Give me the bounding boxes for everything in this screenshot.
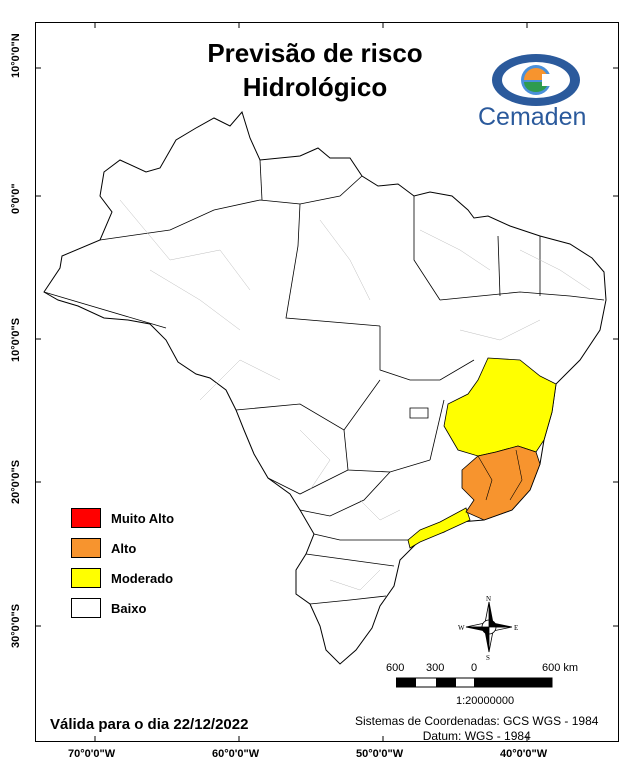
compass-n: N	[486, 595, 491, 603]
legend-swatch	[71, 598, 101, 618]
scale-tick-300: 300	[426, 662, 445, 674]
legend-swatch	[71, 538, 101, 558]
valid-date: Válida para o dia 22/12/2022	[50, 716, 249, 733]
legend-label: Moderado	[111, 571, 174, 586]
map-title: Previsão de risco Hidrológico	[170, 36, 460, 104]
compass-rose-icon: N S W E	[458, 595, 518, 660]
lon-label-40w: 40°0'0"W	[500, 748, 548, 760]
title-line-1: Previsão de risco	[207, 38, 423, 68]
lon-label-60w: 60°0'0"W	[212, 748, 260, 760]
compass-s: S	[486, 654, 490, 660]
legend-label: Muito Alto	[111, 511, 175, 526]
title-line-2: Hidrológico	[242, 72, 388, 102]
risk-area-alto	[461, 445, 541, 521]
lon-label-70w: 70°0'0"W	[68, 748, 116, 760]
scale-tick-0: 0	[471, 662, 478, 674]
coordinate-system: Sistemas de Coordenadas: GCS WGS - 1984	[355, 714, 599, 728]
map-frame	[35, 22, 619, 742]
logo-text: Cemaden	[478, 103, 587, 131]
coordinate-info: Sistemas de Coordenadas: GCS WGS - 1984 …	[355, 714, 598, 744]
legend-label: Alto	[111, 541, 137, 556]
compass-e: E	[514, 624, 518, 632]
compass-w: W	[458, 624, 465, 632]
datum: Datum: WGS - 1984	[422, 729, 531, 743]
lon-label-50w: 50°0'0"W	[356, 748, 404, 760]
scale-tick-600-right: 600 km	[542, 662, 579, 674]
legend-swatch	[71, 568, 101, 588]
scale-tick-600-left: 600	[386, 662, 405, 674]
legend-label: Baixo	[111, 601, 147, 616]
legend-swatch	[71, 508, 101, 528]
scale-ratio: 1:20000000	[456, 695, 515, 707]
risk-area-moderado-coast	[407, 507, 471, 549]
scale-bar	[396, 677, 553, 688]
eye-logo-icon	[492, 54, 580, 106]
